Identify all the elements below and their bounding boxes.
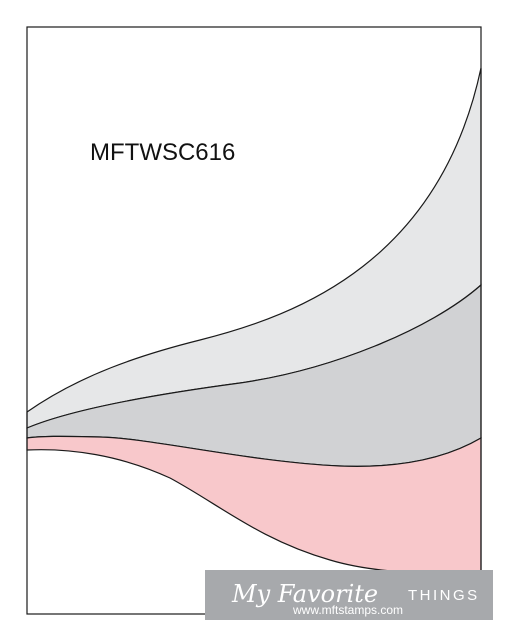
logo-caps: THINGS [408, 587, 480, 604]
logo-script: My Favorite [231, 580, 378, 608]
logo-url: www.mftstamps.com [292, 603, 403, 617]
logo-banner [205, 570, 493, 620]
sketch-title: MFTWSC616 [90, 139, 235, 166]
